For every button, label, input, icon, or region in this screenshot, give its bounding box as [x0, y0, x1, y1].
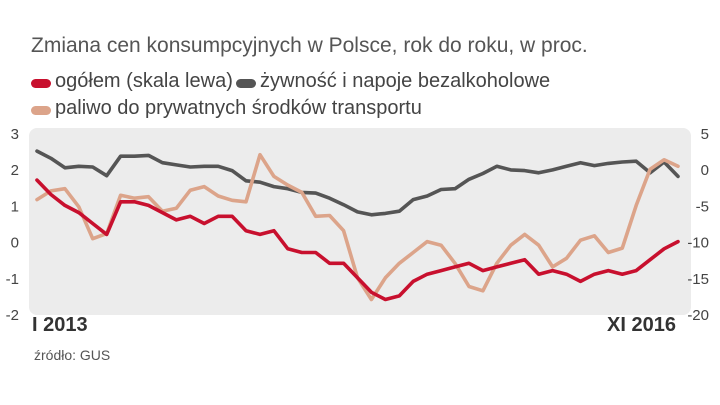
series-line-1	[35, 149, 680, 217]
left-axis-ticks: 3 2 1 0 -1 -2	[6, 126, 19, 324]
left-tick-label: 3	[11, 126, 19, 143]
legend-label-zywnosc: żywność i napoje bezalkoholowe	[260, 70, 551, 92]
series-line-0	[35, 178, 680, 302]
legend-label-ogolem: ogółem (skala lewa)	[55, 70, 233, 92]
left-tick-label: -1	[6, 271, 19, 288]
left-tick-label: 1	[11, 198, 19, 215]
left-tick-label: 2	[11, 162, 19, 179]
chart-title: Zmiana cen konsumpcyjnych w Polsce, rok …	[31, 34, 588, 57]
legend-swatch-zywnosc	[236, 79, 256, 88]
right-tick-label: 5	[701, 126, 709, 143]
plot-background	[29, 128, 691, 315]
legend-label-paliwo: paliwo do prywatnych środków transportu	[55, 97, 422, 119]
right-tick-label: -20	[687, 307, 709, 324]
right-tick-label: -5	[696, 198, 709, 215]
legend-swatch-ogolem	[31, 79, 51, 88]
series-layer	[35, 149, 680, 302]
x-axis-end-label: XI 2016	[607, 314, 676, 336]
right-tick-label: 0	[701, 162, 709, 179]
x-axis-start-label: I 2013	[32, 314, 88, 336]
right-tick-label: -10	[687, 235, 709, 252]
left-tick-label: 0	[11, 235, 19, 252]
right-axis-ticks: 5 0 -5 -10 -15 -20	[687, 126, 709, 324]
source-note: źródło: GUS	[34, 347, 111, 363]
left-tick-label: -2	[6, 307, 19, 324]
right-tick-label: -15	[687, 271, 709, 288]
legend-swatch-paliwo	[31, 106, 51, 115]
